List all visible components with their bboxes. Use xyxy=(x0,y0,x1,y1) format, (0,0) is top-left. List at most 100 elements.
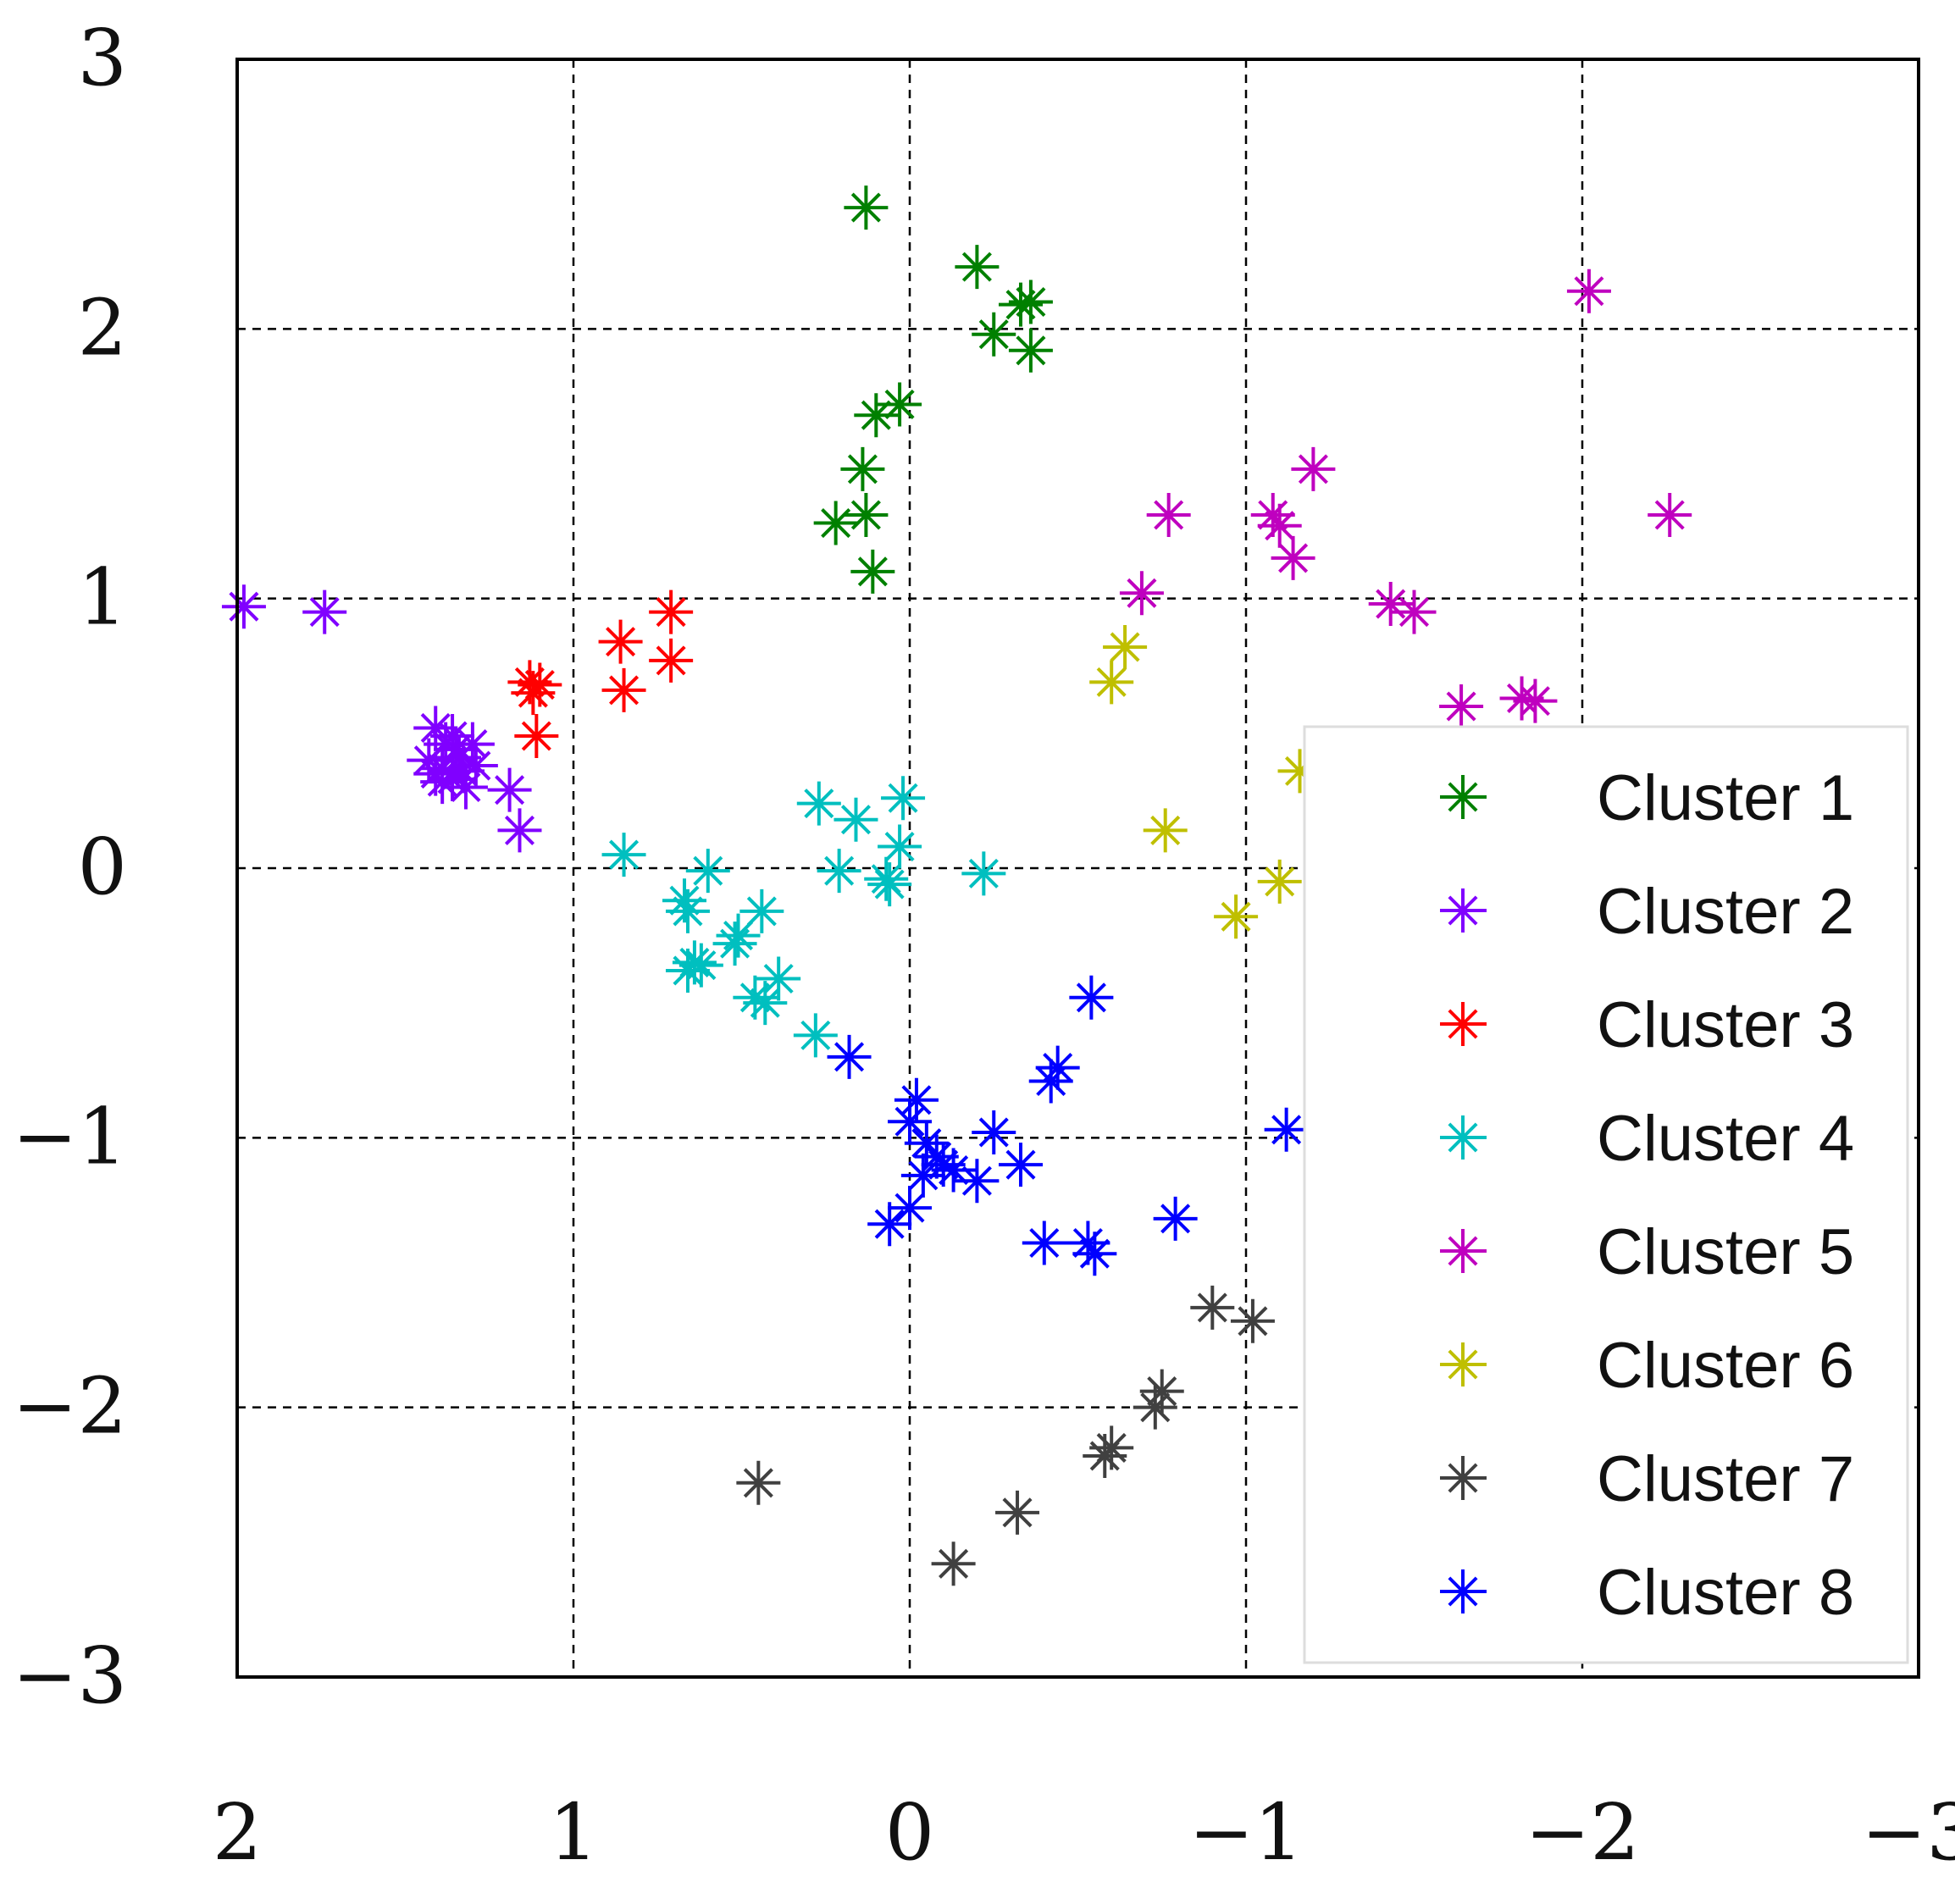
data-point xyxy=(1069,975,1114,1020)
data-point xyxy=(736,1460,781,1505)
data-point xyxy=(817,849,861,894)
legend-item-cluster-1: Cluster 1 xyxy=(1440,762,1854,834)
legend-marker xyxy=(1440,1115,1487,1160)
legend-marker-symbol xyxy=(1441,1229,1485,1273)
data-point xyxy=(601,833,646,877)
data-point xyxy=(1035,1045,1080,1090)
data-point xyxy=(443,765,488,810)
legend-label: Cluster 2 xyxy=(1597,876,1854,948)
data-point xyxy=(878,382,922,427)
data-point xyxy=(931,1541,976,1586)
data-point xyxy=(497,808,542,853)
data-point xyxy=(1513,678,1558,723)
y-tick-label: 2 xyxy=(77,282,127,373)
data-point xyxy=(1008,280,1053,324)
legend-marker-symbol xyxy=(1441,1115,1485,1160)
data-point xyxy=(1022,1220,1066,1265)
legend-label: Cluster 7 xyxy=(1597,1443,1854,1515)
y-tick-label: −2 xyxy=(12,1361,127,1452)
x-tick-label: −3 xyxy=(1861,1787,1955,1878)
data-point xyxy=(972,312,1016,357)
data-point xyxy=(827,1034,872,1079)
legend-marker-symbol xyxy=(1441,1569,1485,1613)
data-point xyxy=(878,824,922,869)
data-point xyxy=(900,1153,945,1198)
legend-label: Cluster 6 xyxy=(1597,1330,1854,1402)
data-point xyxy=(1103,624,1148,669)
data-point xyxy=(1139,1369,1184,1414)
data-point xyxy=(1143,808,1188,853)
legend-marker-symbol xyxy=(1441,775,1485,819)
data-point xyxy=(793,1013,838,1058)
x-tick-label: −1 xyxy=(1188,1787,1304,1878)
data-point xyxy=(1439,684,1484,728)
x-tick-label: −2 xyxy=(1525,1787,1640,1878)
legend-marker xyxy=(1440,1229,1487,1273)
legend-marker xyxy=(1440,1456,1487,1500)
legend-item-cluster-7: Cluster 7 xyxy=(1440,1443,1854,1515)
series-cluster-4 xyxy=(601,776,1006,1058)
legend-item-cluster-6: Cluster 6 xyxy=(1440,1330,1854,1402)
data-point xyxy=(1271,535,1315,580)
y-tick-label: −3 xyxy=(12,1630,127,1721)
legend-item-cluster-8: Cluster 8 xyxy=(1440,1557,1854,1629)
data-point xyxy=(601,667,646,712)
y-tick-label: 3 xyxy=(77,13,127,103)
legend-marker-symbol xyxy=(1441,1002,1485,1046)
data-point xyxy=(302,589,347,634)
data-point xyxy=(850,549,895,594)
legend-item-cluster-3: Cluster 3 xyxy=(1440,989,1854,1061)
legend-marker-symbol xyxy=(1441,888,1485,933)
plot-frame xyxy=(235,58,1920,1679)
data-point xyxy=(1257,859,1302,904)
legend-label: Cluster 1 xyxy=(1597,762,1854,834)
data-point xyxy=(1072,1232,1117,1276)
data-point xyxy=(813,501,858,545)
data-point xyxy=(598,619,643,664)
y-axis-tick-labels: 3 2 1 0 −1 −2 −3 xyxy=(12,13,127,1721)
data-point xyxy=(881,776,926,821)
y-tick-label: 1 xyxy=(77,552,127,643)
data-point xyxy=(1119,571,1164,616)
data-point xyxy=(649,589,694,634)
series-cluster-8 xyxy=(827,975,1309,1276)
data-point xyxy=(487,767,532,812)
data-point xyxy=(796,781,841,826)
data-point xyxy=(1648,492,1692,537)
legend: Cluster 1 Cluster 2 Cluster 3 Cluster 4 Clus… xyxy=(1303,725,1909,1664)
legend-label: Cluster 5 xyxy=(1597,1216,1854,1288)
legend-item-cluster-5: Cluster 5 xyxy=(1440,1216,1854,1288)
legend-marker-symbol xyxy=(1441,1342,1485,1386)
legend-marker xyxy=(1440,888,1487,933)
data-point xyxy=(1392,589,1437,634)
legend-box xyxy=(1303,725,1909,1664)
y-tick-label: 0 xyxy=(77,822,127,912)
legend-marker xyxy=(1440,1002,1487,1046)
data-point xyxy=(955,1159,1000,1204)
data-point xyxy=(665,888,710,933)
x-axis-tick-labels: 2 1 0 −1 −2 −3 xyxy=(213,1787,1955,1878)
y-tick-label: −1 xyxy=(12,1091,127,1182)
legend-marker xyxy=(1440,775,1487,819)
series-cluster-1 xyxy=(813,185,1053,594)
legend-item-cluster-4: Cluster 4 xyxy=(1440,1103,1854,1175)
data-point xyxy=(1257,503,1302,548)
series-cluster-2 xyxy=(221,584,542,853)
data-point xyxy=(1008,328,1053,373)
series-cluster-7 xyxy=(736,1285,1275,1586)
data-point xyxy=(743,981,788,1026)
data-point xyxy=(995,1490,1040,1535)
data-point xyxy=(511,671,556,716)
data-point xyxy=(685,849,730,894)
data-point xyxy=(888,1099,932,1144)
data-point xyxy=(1089,660,1134,705)
series-cluster-6 xyxy=(1089,624,1322,939)
data-point xyxy=(1291,446,1336,491)
data-point xyxy=(649,638,694,683)
data-point xyxy=(221,584,266,629)
legend-item-cluster-2: Cluster 2 xyxy=(1440,876,1854,948)
data-point xyxy=(739,888,784,933)
data-point xyxy=(437,735,482,780)
data-point xyxy=(1146,492,1191,537)
